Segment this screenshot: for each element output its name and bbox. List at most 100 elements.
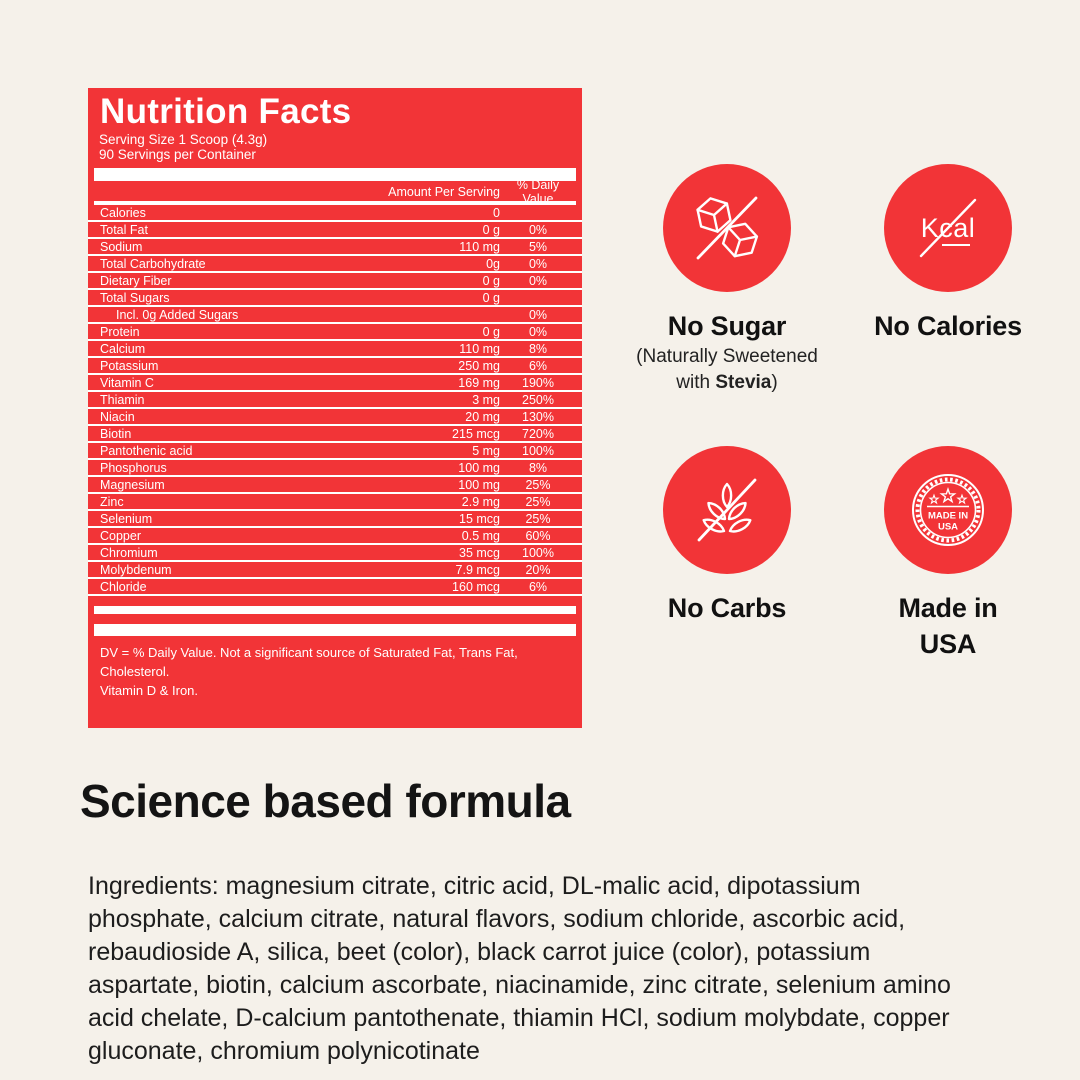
no-sugar-subtitle: (Naturally Sweetened with Stevia) xyxy=(570,344,884,396)
sugar-cubes-crossed-icon xyxy=(696,196,759,260)
nutrient-name: Total Carbohydrate xyxy=(100,256,206,271)
made-in-usa-label: Made in USA xyxy=(808,590,1080,662)
nutrition-row: Molybdenum 7.9 mcg 20% xyxy=(88,562,582,579)
divider-thin xyxy=(94,201,576,205)
nutrient-name: Potassium xyxy=(100,358,159,373)
nutrition-row: Vitamin C 169 mg 190% xyxy=(88,375,582,392)
nutrient-amount: 15 mcg xyxy=(459,511,500,526)
nutrient-amount: 0.5 mg xyxy=(461,528,500,543)
nutrient-name: Protein xyxy=(100,324,140,339)
nutrient-daily-value: 20% xyxy=(525,562,551,577)
nutrient-name: Dietary Fiber xyxy=(100,273,172,288)
seal-made-in-text: MADE IN xyxy=(928,511,968,522)
nutrient-name: Sodium xyxy=(100,239,143,254)
usa-line: USA xyxy=(919,629,977,659)
nutrition-row: Chloride 160 mcg 6% xyxy=(88,579,582,596)
nutrient-daily-value: 6% xyxy=(528,579,548,594)
footer-gap xyxy=(88,596,582,606)
nutrient-name: Total Sugars xyxy=(100,290,170,305)
nutrition-row: Sodium 110 mg 5% xyxy=(88,239,582,256)
nutrition-row: Niacin 20 mg 130% xyxy=(88,409,582,426)
nutrient-name: Molybdenum xyxy=(100,562,172,577)
made-in-usa-badge: MADE IN USA xyxy=(884,446,1012,574)
nutrient-amount: 110 mg xyxy=(459,341,500,356)
nutrition-rows: Calories 0 Total Fat 0 g 0% Sodium 110 m… xyxy=(88,205,582,596)
nutrition-row: Phosphorus 100 mg 8% xyxy=(88,460,582,477)
nutrient-amount: 215 mcg xyxy=(452,426,500,441)
nutrient-name: Total Fat xyxy=(100,222,148,237)
nutrient-name: Selenium xyxy=(100,511,153,526)
nutrition-row: Total Fat 0 g 0% xyxy=(88,222,582,239)
subtitle-line-1: (Naturally Sweetened xyxy=(636,346,818,367)
headline: Science based formula xyxy=(80,775,571,827)
daily-value-footnote: DV = % Daily Value. Not a significant so… xyxy=(88,636,582,700)
column-header-row: Amount Per Serving % Daily Value xyxy=(88,178,582,206)
nutrient-name: Magnesium xyxy=(100,477,165,492)
nutrient-amount: 35 mcg xyxy=(459,545,500,560)
subtitle-line-2-prefix: with xyxy=(676,372,716,393)
nutrient-daily-value: 100% xyxy=(522,545,554,560)
wheat-crossed-icon xyxy=(697,478,757,542)
ingredients-paragraph: Ingredients: magnesium citrate, citric a… xyxy=(88,872,951,1065)
nutrient-name: Zinc xyxy=(100,494,124,509)
nutrition-row: Selenium 15 mcg 25% xyxy=(88,511,582,528)
nutrition-row: Incl. 0g Added Sugars 0% xyxy=(88,307,582,324)
no-calories-label: No Calories xyxy=(874,311,1022,341)
kcal-crossed-icon: Kcal xyxy=(919,198,977,258)
nutrient-amount: 5 mg xyxy=(472,443,500,458)
nutrient-name: Niacin xyxy=(100,409,135,424)
made-in-line: Made in xyxy=(898,593,998,623)
nutrient-name: Calcium xyxy=(100,341,146,356)
subtitle-line-2-suffix: ) xyxy=(771,372,778,393)
divider-footer-1 xyxy=(94,606,576,614)
nutrient-name: Thiamin xyxy=(100,392,145,407)
nutrient-amount: 7.9 mcg xyxy=(455,562,500,577)
nutrient-amount: 169 mg xyxy=(458,375,500,390)
nutrition-row: Copper 0.5 mg 60% xyxy=(88,528,582,545)
servings-per-container-text: 90 Servings per Container xyxy=(99,146,256,162)
nutrition-row: Pantothenic acid 5 mg 100% xyxy=(88,443,582,460)
no-carbs-badge xyxy=(663,446,791,574)
divider-footer-2 xyxy=(94,624,576,636)
nutrient-daily-value: 190% xyxy=(522,375,554,390)
nutrient-daily-value: 0% xyxy=(528,222,548,237)
nutrient-name: Chromium xyxy=(100,545,158,560)
nutrient-amount: 100 mg xyxy=(458,460,500,475)
nutrition-row: Magnesium 100 mg 25% xyxy=(88,477,582,494)
nutrient-daily-value: 60% xyxy=(525,528,551,543)
nutrient-daily-value: 25% xyxy=(525,494,551,509)
nutrient-daily-value: 5% xyxy=(528,239,548,254)
nutrient-daily-value: 250% xyxy=(522,392,554,407)
nutrient-daily-value: 0% xyxy=(528,256,548,271)
nutrition-row: Dietary Fiber 0 g 0% xyxy=(88,273,582,290)
divider-thick xyxy=(94,168,576,181)
nutrient-daily-value: 6% xyxy=(528,358,548,373)
nutrient-amount: 0 g xyxy=(482,290,500,305)
nutrient-daily-value: 100% xyxy=(522,443,554,458)
nutrient-daily-value: 0% xyxy=(528,273,548,288)
footnote-line-2: Vitamin D & Iron. xyxy=(100,683,199,698)
nutrition-row: Total Sugars 0 g xyxy=(88,290,582,307)
no-carbs-label: No Carbs xyxy=(667,593,787,623)
daily-value-column-header: % Daily Value xyxy=(516,177,560,206)
nutrient-amount: 160 mcg xyxy=(452,579,500,594)
nutrient-amount: 0g xyxy=(486,256,500,271)
nutrient-amount: 110 mg xyxy=(459,239,500,254)
nutrient-name: Copper xyxy=(100,528,141,543)
amount-column-header: Amount Per Serving xyxy=(388,184,500,199)
nutrient-amount: 250 mg xyxy=(458,358,500,373)
nutrient-amount: 3 mg xyxy=(472,392,500,407)
no-calories-badge: Kcal xyxy=(884,164,1012,292)
nutrient-daily-value: 720% xyxy=(522,426,554,441)
nutrient-amount: 0 g xyxy=(482,324,500,339)
seal-usa-text: USA xyxy=(938,522,958,533)
serving-size-text: Serving Size 1 Scoop (4.3g) xyxy=(99,132,268,147)
nutrient-name: Incl. 0g Added Sugars xyxy=(116,307,239,322)
nutrition-row: Biotin 215 mcg 720% xyxy=(88,426,582,443)
nutrient-name: Phosphorus xyxy=(100,460,167,475)
nutrient-name: Chloride xyxy=(100,579,147,594)
no-sugar-label: No Sugar xyxy=(667,311,787,341)
nutrition-row: Calcium 110 mg 8% xyxy=(88,341,582,358)
nutrient-amount: 100 mg xyxy=(458,477,500,492)
usa-seal-icon: MADE IN USA xyxy=(912,474,984,546)
